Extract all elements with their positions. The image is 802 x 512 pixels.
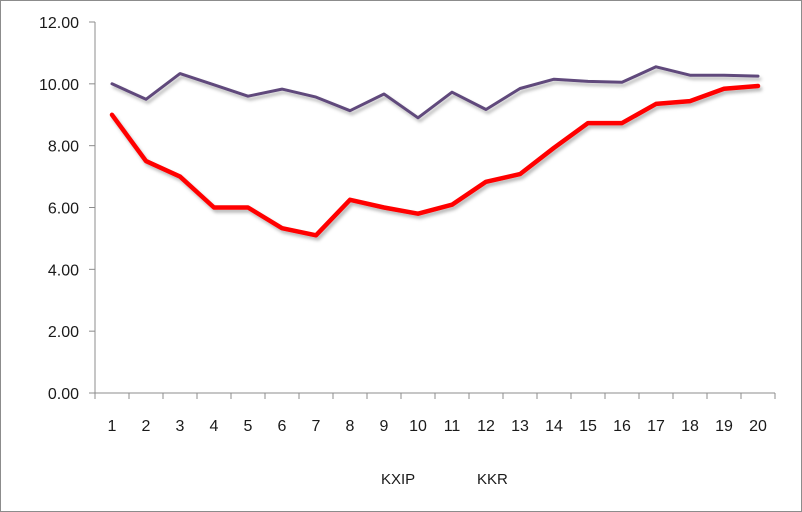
x-tick-label: 15 (579, 418, 597, 435)
x-tick-label: 16 (613, 418, 631, 435)
x-tick-label: 12 (477, 418, 495, 435)
series-layer (109, 65, 761, 238)
x-tick-label: 2 (142, 418, 151, 435)
x-tick-label: 10 (409, 418, 427, 435)
x-tick-label: 17 (647, 418, 665, 435)
y-tick-label: 12.00 (39, 15, 79, 32)
x-tick-label: 3 (176, 418, 185, 435)
x-tick-label: 14 (545, 418, 563, 435)
y-tick-label: 8.00 (48, 139, 79, 156)
y-tick-label: 2.00 (48, 324, 79, 341)
x-tick-label: 19 (715, 418, 733, 435)
x-tick-label: 1 (108, 418, 117, 435)
x-tick-label: 4 (210, 418, 219, 435)
x-tick-label: 6 (278, 418, 287, 435)
x-tick-label: 11 (444, 418, 461, 435)
y-tick-label: 0.00 (48, 386, 79, 403)
x-tick-label: 7 (312, 418, 321, 435)
x-tick-label: 20 (749, 418, 767, 435)
series-line-kxip (109, 83, 761, 238)
x-tick-label: 9 (380, 418, 389, 435)
legend: KXIP KKR (322, 471, 508, 488)
y-tick-label: 4.00 (48, 262, 79, 279)
series-line-kkr (110, 65, 760, 120)
legend-label-kkr: KKR (477, 471, 508, 488)
legend-label-kxip: KXIP (381, 471, 415, 488)
x-tick-label: 5 (244, 418, 253, 435)
x-tick-label: 8 (346, 418, 355, 435)
y-tick-label: 10.00 (39, 77, 79, 94)
x-tick-label: 18 (681, 418, 699, 435)
y-tick-label: 6.00 (48, 201, 79, 218)
x-tick-label: 13 (511, 418, 529, 435)
